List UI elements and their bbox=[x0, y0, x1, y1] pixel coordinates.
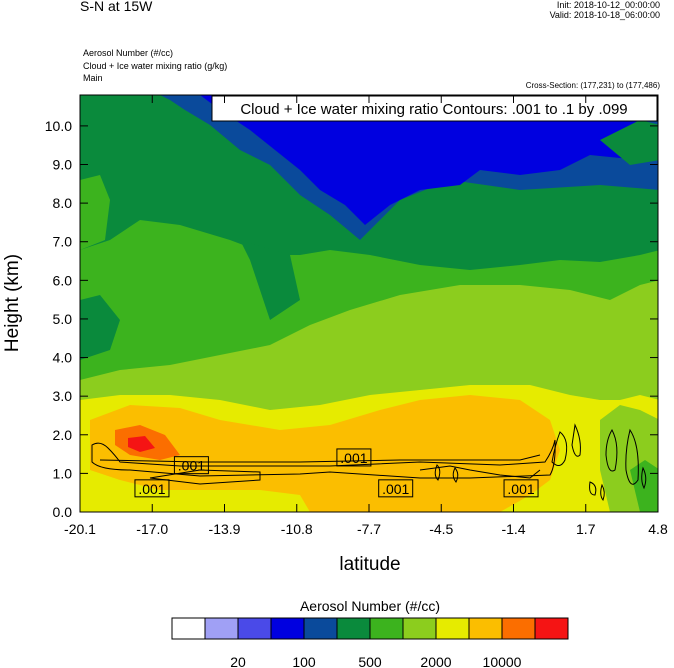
init-time: Init: 2018-10-12_00:00:00 bbox=[556, 0, 660, 10]
colorbar: 20 100 500 2000 10000 bbox=[171, 617, 569, 668]
colorbar-swatch bbox=[435, 617, 470, 640]
contour-label: .001 bbox=[173, 456, 209, 475]
contour-label: .001 bbox=[336, 448, 372, 467]
colorbar-swatch bbox=[468, 617, 503, 640]
cross-section-label: Cross-Section: (177,231) to (177,486) bbox=[525, 81, 660, 90]
x-tick-label: -20.1 bbox=[64, 521, 96, 537]
y-tick-label: 6.0 bbox=[53, 272, 73, 288]
colorbar-swatch bbox=[204, 617, 239, 640]
x-tick-label: -1.4 bbox=[501, 521, 525, 537]
x-tick-label: 1.7 bbox=[576, 521, 596, 537]
x-axis: -20.1 -17.0 -13.9 -10.8 -7.7 -4.5 -1.4 1.7 4.8 bbox=[64, 95, 668, 537]
x-tick-label: -17.0 bbox=[136, 521, 168, 537]
y-tick-label: 5.0 bbox=[53, 311, 73, 327]
domain-label: Main bbox=[83, 73, 103, 83]
contour-label: .001 bbox=[503, 479, 539, 498]
init-valid-times: Init: 2018-10-12_00:00:00 Valid: 2018-10… bbox=[550, 0, 660, 20]
contour-label-text: .001 bbox=[340, 450, 367, 466]
chart-title: Cloud + Ice water mixing ratio Contours:… bbox=[240, 101, 627, 118]
contour-label-text: .001 bbox=[178, 458, 205, 474]
y-axis-label: Height (km) bbox=[2, 254, 23, 352]
y-tick-label: 1.0 bbox=[53, 465, 73, 481]
plot-title: S-N at 15W bbox=[80, 0, 153, 14]
contour-label: .001 bbox=[378, 479, 414, 498]
colorbar-swatch bbox=[303, 617, 338, 640]
x-tick-label: -7.7 bbox=[357, 521, 381, 537]
contour-label: .001 bbox=[134, 479, 170, 498]
y-axis: 0.0 1.0 2.0 3.0 4.0 5.0 6.0 7.0 8.0 9.0 10.0 bbox=[45, 118, 658, 520]
colorbar-swatch bbox=[171, 617, 206, 640]
colorbar-swatch bbox=[369, 617, 404, 640]
colorbar-label: 500 bbox=[358, 654, 382, 668]
contour-label-text: .001 bbox=[382, 481, 409, 497]
colorbar-label: 2000 bbox=[420, 654, 451, 668]
y-tick-label: 3.0 bbox=[53, 388, 73, 404]
y-tick-label: 9.0 bbox=[53, 157, 73, 173]
colorbar-label: 20 bbox=[230, 654, 246, 668]
y-tick-label: 2.0 bbox=[53, 427, 73, 443]
variable-aerosol-label: Aerosol Number (#/cc) bbox=[83, 48, 174, 58]
valid-time: Valid: 2018-10-18_06:00:00 bbox=[549, 10, 660, 20]
contour-labels: .001 .001 .001 .001 .001 bbox=[134, 448, 539, 498]
y-tick-label: 0.0 bbox=[53, 504, 73, 520]
y-tick-label: 8.0 bbox=[53, 195, 73, 211]
x-tick-label: 4.8 bbox=[648, 521, 668, 537]
colorbar-swatch bbox=[270, 617, 305, 640]
colorbar-swatch bbox=[237, 617, 272, 640]
x-axis-label: latitude bbox=[339, 554, 400, 575]
y-tick-label: 10.0 bbox=[45, 118, 72, 134]
x-tick-label: -4.5 bbox=[429, 521, 453, 537]
colorbar-label: 100 bbox=[292, 654, 316, 668]
colorbar-swatch bbox=[336, 617, 371, 640]
x-tick-label: -13.9 bbox=[209, 521, 241, 537]
chart-title-box: Cloud + Ice water mixing ratio Contours:… bbox=[211, 95, 658, 122]
colorbar-title: Aerosol Number (#/cc) bbox=[300, 598, 440, 614]
colorbar-swatch bbox=[402, 617, 437, 640]
x-tick-label: -10.8 bbox=[281, 521, 313, 537]
colorbar-swatch bbox=[534, 617, 569, 640]
y-tick-label: 4.0 bbox=[53, 350, 73, 366]
y-tick-label: 7.0 bbox=[53, 234, 73, 250]
contour-label-text: .001 bbox=[507, 481, 534, 497]
colorbar-swatch bbox=[501, 617, 536, 640]
cloud-contours bbox=[91, 423, 647, 502]
contour-label-text: .001 bbox=[138, 481, 165, 497]
variable-cloud-label: Cloud + Ice water mixing ratio (g/kg) bbox=[83, 61, 228, 71]
colorbar-label: 10000 bbox=[483, 654, 522, 668]
